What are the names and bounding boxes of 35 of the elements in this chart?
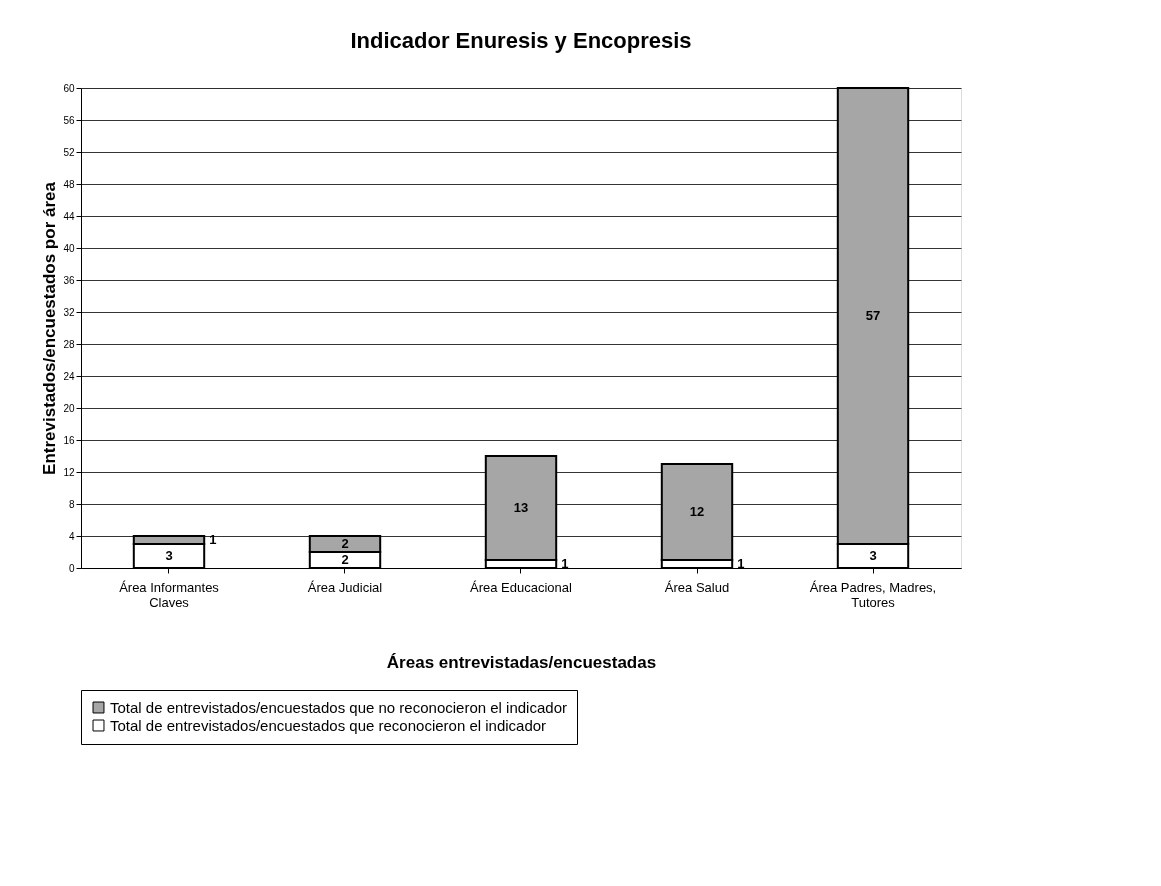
data-label: 13 xyxy=(513,500,529,515)
y-tick-label: 32 xyxy=(63,306,75,318)
x-tick-label: Área Salud xyxy=(664,579,730,595)
legend-label: Total de entrevistados/encuestados que reconocieron el indicador xyxy=(110,716,547,734)
x-tick-label: Área Padres, Madres, Tutores xyxy=(809,579,937,610)
data-label: 3 xyxy=(165,548,173,563)
x-axis-title: Áreas entrevistadas/encuestadas xyxy=(386,652,657,672)
y-tick-label: 0 xyxy=(68,562,75,574)
y-tick-label: 60 xyxy=(63,82,75,94)
y-tick-label: 56 xyxy=(63,114,75,126)
data-label: 12 xyxy=(689,504,705,519)
data-label: 57 xyxy=(865,308,881,323)
data-label: 2 xyxy=(341,536,349,551)
x-tick-label: Área Judicial xyxy=(307,579,383,595)
y-tick-label: 16 xyxy=(63,434,75,446)
data-label: 3 xyxy=(869,548,877,563)
chart-title: Indicador Enuresis y Encopresis xyxy=(350,28,692,53)
x-tick-label: Área Educacional xyxy=(470,579,573,595)
legend-label: Total de entrevistados/encuestados que no reconocieron el indicador xyxy=(110,698,567,716)
y-tick-label: 28 xyxy=(63,338,75,350)
data-label: 1 xyxy=(561,556,569,571)
y-tick-label: 20 xyxy=(63,402,75,414)
y-tick-label: 8 xyxy=(68,498,75,510)
y-tick-label: 48 xyxy=(63,178,75,190)
data-label: 2 xyxy=(341,552,349,567)
y-axis-title: Entrevistados/encuestados por área xyxy=(40,181,60,475)
y-tick-label: 24 xyxy=(63,370,75,382)
y-tick-label: 40 xyxy=(63,242,75,254)
y-tick-label: 44 xyxy=(63,210,75,222)
data-label: 1 xyxy=(737,556,745,571)
x-tick-label: Área Informantes Claves xyxy=(119,579,220,610)
y-tick-label: 52 xyxy=(63,146,75,158)
y-tick-label: 12 xyxy=(63,466,75,478)
y-tick-label: 36 xyxy=(63,274,75,286)
y-tick-label: 4 xyxy=(68,530,75,542)
